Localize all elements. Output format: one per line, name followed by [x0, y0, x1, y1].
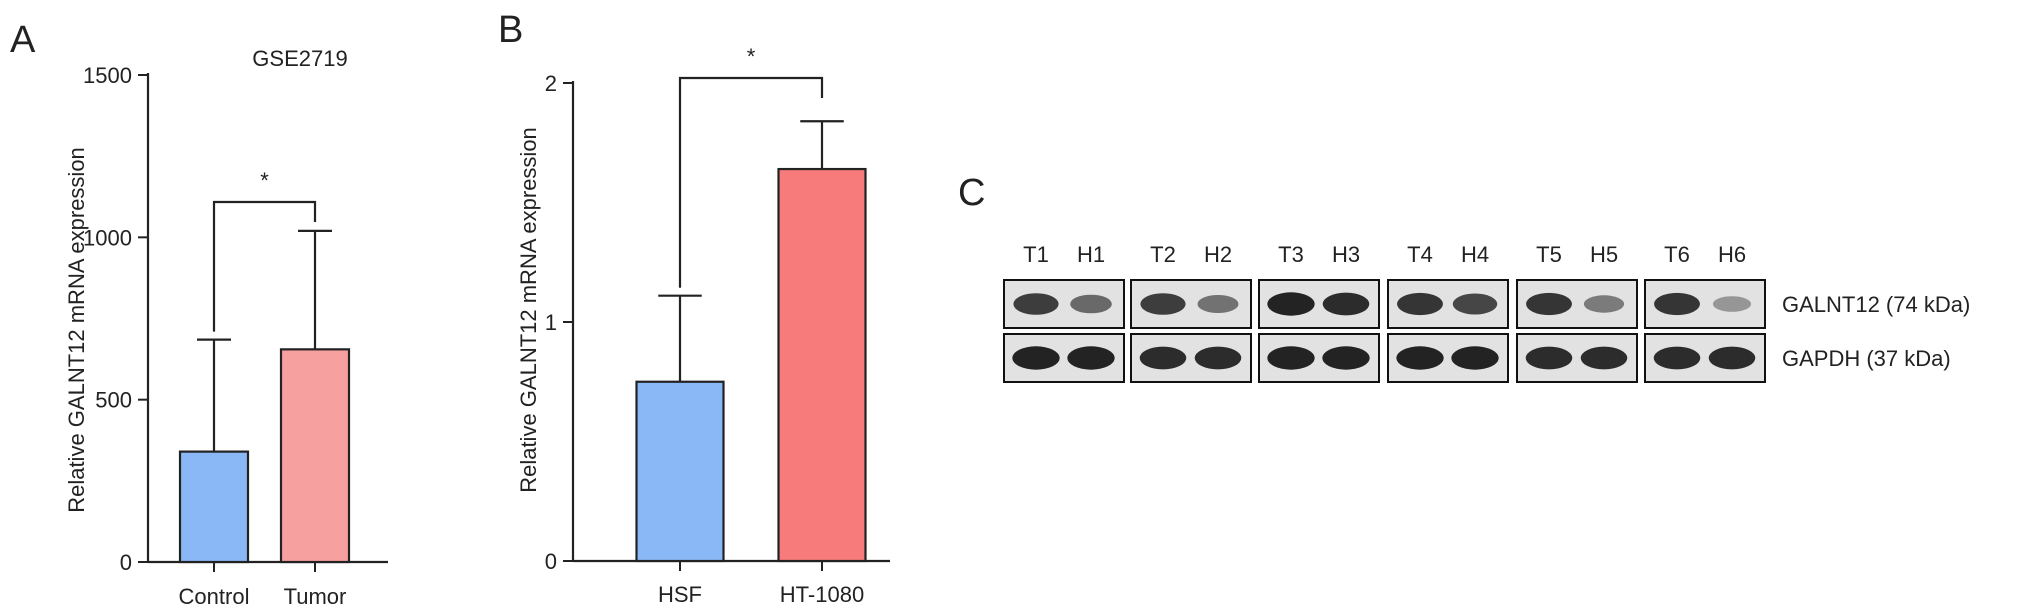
chart-a-bar-control [178, 450, 250, 564]
chart-b-category-label: HSF [658, 582, 702, 607]
lane-label-t3: T3 [1278, 242, 1304, 267]
chart-b-ylabel: Relative GALNT12 mRNA expression [516, 127, 541, 493]
blot-band [1396, 346, 1444, 370]
blot-band [1526, 292, 1572, 316]
chart-a-ylabel: Relative GALNT12 mRNA expression [64, 147, 89, 513]
blot-band [1580, 346, 1628, 370]
chart-a-category-label: Tumor [284, 584, 347, 609]
chart-b-significance-bracket [678, 76, 824, 288]
blot-band [1140, 293, 1186, 315]
chart-a-significance-star: * [260, 168, 269, 193]
chart-a-category-label: Control [179, 584, 250, 609]
chart-a-y-tick-label: 1500 [83, 63, 132, 88]
chart-b: Relative GALNT12 mRNA expression 0 1 2 HSF H… [516, 44, 890, 607]
blot-band [1267, 346, 1315, 370]
chart-a-bar-tumor [279, 348, 351, 564]
chart-b-bar-hsf [635, 380, 725, 563]
panel-label-c: C [958, 172, 985, 214]
chart-a-y-tick-label: 500 [95, 388, 132, 413]
lane-label-h6: H6 [1718, 242, 1746, 267]
lane-label-h5: H5 [1590, 242, 1618, 267]
blot-band [1267, 292, 1315, 316]
blot-band [1070, 294, 1112, 314]
lane-label-h3: H3 [1332, 242, 1360, 267]
blot-band [1583, 295, 1625, 313]
blot-band [1451, 346, 1499, 370]
lane-label-t5: T5 [1536, 242, 1562, 267]
blot-band [1194, 346, 1242, 370]
blot-row-label: GAPDH (37 kDa) [1782, 346, 1951, 371]
blot-band [1013, 293, 1059, 315]
chart-a-title: GSE2719 [252, 46, 347, 71]
blot-band [1397, 292, 1443, 316]
lane-label-h2: H2 [1204, 242, 1232, 267]
chart-b-y-tick-label: 1 [545, 310, 557, 335]
chart-a-y-tick-label: 1000 [83, 225, 132, 250]
blot-band [1067, 346, 1115, 370]
lane-label-t6: T6 [1664, 242, 1690, 267]
blot-row-label: GALNT12 (74 kDa) [1782, 292, 1970, 317]
panel-label-b: B [498, 9, 523, 51]
lane-label-t1: T1 [1023, 242, 1049, 267]
blot-band [1712, 296, 1752, 312]
chart-b-category-label: HT-1080 [780, 582, 864, 607]
blot-band [1322, 292, 1370, 316]
lane-label-t2: T2 [1150, 242, 1176, 267]
western-blot: T1 H1 T2 H2 T3 H3 T4 H4 T5 H5 T6 H6 GALNT12 (74 kDa)… [1003, 242, 1970, 383]
blot-band [1654, 292, 1700, 316]
lane-label-t4: T4 [1407, 242, 1433, 267]
chart-a: GSE2719 Relative GALNT12 mRNA expression… [64, 46, 388, 609]
blot-band [1653, 346, 1701, 370]
lane-label-h4: H4 [1461, 242, 1489, 267]
chart-a-significance-bracket [212, 200, 317, 332]
blot-band [1525, 346, 1573, 370]
blot-band [1012, 346, 1060, 370]
chart-a-y-tick-label: 0 [120, 550, 132, 575]
blot-band [1322, 346, 1370, 370]
blot-band [1708, 346, 1756, 370]
chart-b-bar-ht-1080 [777, 167, 867, 563]
chart-b-y-tick-label: 0 [545, 549, 557, 574]
blot-band [1139, 346, 1187, 370]
panel-label-a: A [10, 19, 36, 61]
chart-b-y-tick-label: 2 [545, 71, 557, 96]
chart-b-significance-star: * [747, 44, 756, 69]
blot-band [1452, 293, 1498, 315]
lane-label-h1: H1 [1077, 242, 1105, 267]
blot-band [1197, 295, 1239, 313]
